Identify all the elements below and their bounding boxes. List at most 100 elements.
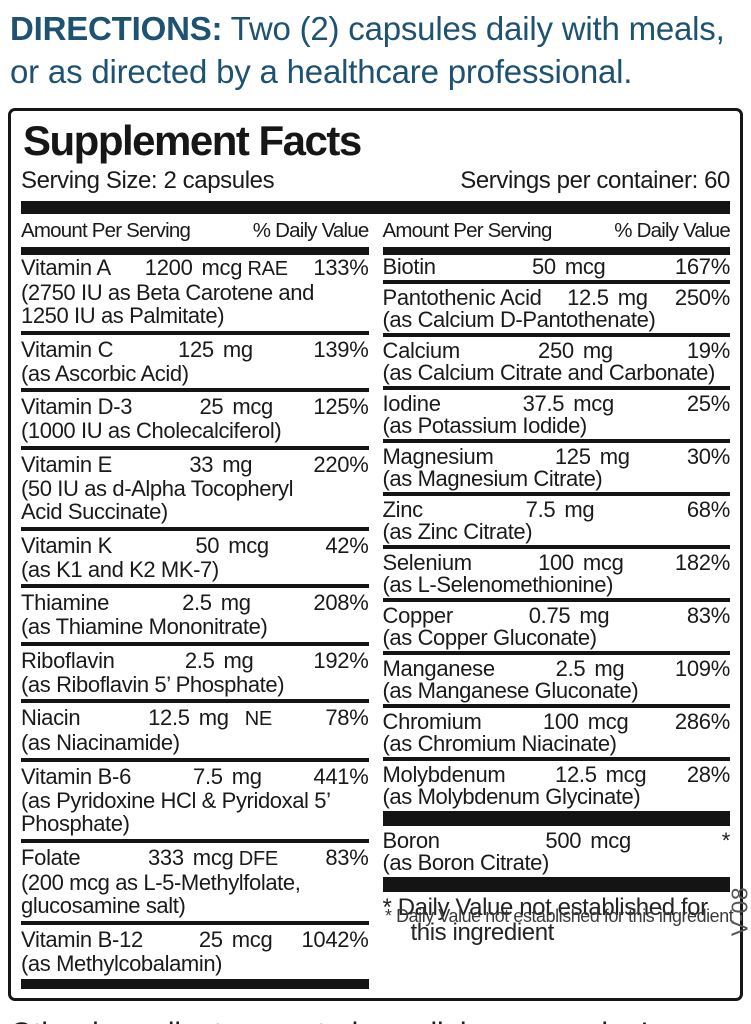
nutrient-row-riboflavin: Riboflavin 2.5 mg 192% (as Riboflavin 5’ Pho… (21, 648, 369, 698)
nutrient-name: Iodine (382, 391, 441, 417)
nutrient-amount: 12.5 (555, 762, 597, 788)
nutrient-amount: 0.75 (528, 603, 571, 629)
nutrient-detail: (as Calcium Citrate and Carbonate) (382, 359, 716, 385)
nutrient-row-vitamin-k: Vitamin K 50 mcg 42% (as K1 and K2 MK-7) (21, 533, 369, 583)
left-column-bottom-bar (21, 979, 369, 990)
nutrient-detail: 1250 IU as Palmitate) (21, 303, 225, 329)
nutrient-detail: glucosamine salt) (21, 893, 186, 919)
nutrient-daily-value: 167% (674, 253, 730, 279)
nutrient-row-biotin: Biotin 50 mcg 167% (383, 255, 731, 279)
nutrient-daily-value: 192% (313, 647, 369, 673)
panel-title: Supplement Facts (23, 116, 362, 164)
nutrient-unit: mcg (587, 709, 629, 735)
nutrient-name: Magnesium (382, 444, 494, 470)
nutrient-daily-value: 68% (686, 497, 730, 523)
nutrient-daily-value: 83% (325, 844, 369, 870)
left-rows: Vitamin A 1200 mcg RAE 133% (2750 IU as Beta … (21, 255, 369, 977)
footnote-line1: * Daily Value not established for (382, 894, 709, 922)
nutrient-amount: 333 (147, 844, 184, 870)
right-rows: Biotin 50 mcg 167% Pantothenic Acid 12.5 mg 250… (382, 255, 731, 875)
amount-per-serving-header: Amount Per Serving (21, 218, 191, 242)
left-column: Amount Per Serving % Daily Value Vitamin… (21, 214, 369, 990)
column-header-bar (382, 246, 730, 255)
nutrient-name: Vitamin B-12 (21, 926, 143, 952)
nutrient-detail: (as Copper Gluconate) (382, 624, 598, 650)
nutrient-amount: 25 (198, 926, 223, 952)
row-separator (382, 651, 730, 656)
nutrient-unit-suffix: NE (244, 708, 272, 731)
row-separator (21, 445, 369, 450)
nutrient-detail: (200 mcg as L-5-Methylfolate, (21, 869, 301, 895)
row-separator (382, 811, 730, 827)
nutrient-amount: 33 (189, 451, 214, 477)
directions-label: DIRECTIONS: (10, 10, 223, 47)
row-separator (382, 598, 730, 603)
nutrient-name: Niacin (21, 705, 81, 731)
nutrient-daily-value: 19% (686, 338, 730, 364)
version-code: V-08 (726, 886, 751, 937)
nutrient-name: Folate (21, 844, 81, 870)
nutrient-name: Vitamin K (21, 532, 113, 558)
nutrient-row-thiamine: Thiamine 2.5 mg 208% (as Thiamine Mononitrat… (21, 590, 369, 640)
serving-size: Serving Size: 2 capsules (21, 166, 275, 194)
nutrient-unit: mg (582, 338, 613, 364)
nutrient-daily-value: 30% (686, 444, 730, 470)
nutrient-row-manganese: Manganese 2.5 mg 109% (as Manganese Gluconat… (383, 657, 731, 702)
nutrient-name: Copper (382, 603, 454, 629)
directions-text: DIRECTIONS: Two (2) capsules daily with … (0, 0, 751, 94)
nutrient-row-copper: Copper 0.75 mg 83% (as Copper Gluconate) (383, 604, 731, 649)
nutrient-detail: (as Molybdenum Glycinate) (382, 783, 641, 809)
nutrient-daily-value: 220% (313, 451, 369, 477)
nutrient-amount: 25 (199, 394, 224, 420)
nutrient-main-line: Molybdenum 12.5 mcg 28% (383, 764, 731, 786)
nutrient-amount: 1200 (144, 254, 193, 280)
nutrient-name: Vitamin D-3 (21, 394, 133, 420)
nutrient-unit: mcg (590, 828, 631, 854)
serving-row: Serving Size: 2 capsules Servings per co… (21, 167, 730, 195)
nutrient-name: Zinc (382, 497, 424, 523)
nutrient-name: Manganese (382, 656, 496, 682)
nutrient-amount: 500 (545, 828, 582, 854)
daily-value-header: % Daily Value (252, 218, 370, 242)
nutrient-amount: 12.5 (567, 285, 609, 311)
right-column: Amount Per Serving % Daily Value Biotin 5… (382, 214, 734, 990)
nutrient-unit: mg (198, 705, 229, 731)
nutrient-detail: (as Riboflavin 5’ Phosphate) (21, 671, 285, 697)
nutrient-unit: mcg (201, 254, 243, 280)
nutrient-main-line: Vitamin E 33 mg 220% (21, 451, 369, 477)
nutrient-unit: mcg (582, 550, 624, 576)
nutrient-amount: 50 (195, 532, 220, 558)
nutrient-detail: (as L-Selenomethionine) (382, 571, 614, 597)
nutrient-unit-suffix: RAE (247, 257, 289, 280)
nutrient-row-selenium: Selenium 100 mcg 182% (as L-Selenomethionine… (383, 551, 731, 596)
footnote: * Daily Value not established for this i… (382, 894, 734, 945)
nutrient-unit: mg (222, 336, 253, 362)
nutrient-unit: mg (617, 285, 648, 311)
nutrient-detail: (2750 IU as Beta Carotene and (21, 279, 314, 305)
nutrient-amount: 2.5 (182, 590, 212, 616)
row-separator (382, 545, 730, 550)
nutrient-detail: (50 IU as d-Alpha Tocopheryl (21, 475, 294, 501)
nutrient-row-vitamin-e: Vitamin E 33 mg 220% (50 IU as d-Alpha Tocop… (21, 452, 369, 525)
nutrient-unit: mcg (232, 394, 273, 420)
nutrient-main-line: Folate 333 mcg DFE 83% (21, 844, 369, 871)
nutrient-unit: mg (579, 603, 610, 629)
nutrient-daily-value: 125% (313, 394, 369, 420)
nutrient-detail: (as Zinc Citrate) (382, 518, 533, 544)
nutrient-main-line: Riboflavin 2.5 mg 192% (21, 647, 369, 673)
nutrient-main-line: Zinc 7.5 mg 68% (383, 499, 731, 521)
nutrient-amount: 37.5 (522, 391, 565, 417)
nutrient-amount: 250 (538, 338, 574, 364)
row-separator (382, 704, 730, 709)
nutrient-unit: mg (222, 451, 253, 477)
row-separator (21, 757, 369, 762)
row-separator (21, 584, 369, 589)
nutrient-main-line: Copper 0.75 mg 83% (383, 605, 731, 627)
nutrient-detail: (as Calcium D-Pantothenate) (382, 306, 656, 332)
row-separator (382, 439, 730, 444)
nutrient-daily-value: 1042% (301, 926, 369, 952)
nutrient-name: Molybdenum (382, 762, 506, 788)
nutrient-row-folate: Folate 333 mcg DFE 83% (200 mcg as L-5-Methyl… (21, 845, 369, 919)
nutrient-detail: (as Boron Citrate) (382, 849, 550, 875)
